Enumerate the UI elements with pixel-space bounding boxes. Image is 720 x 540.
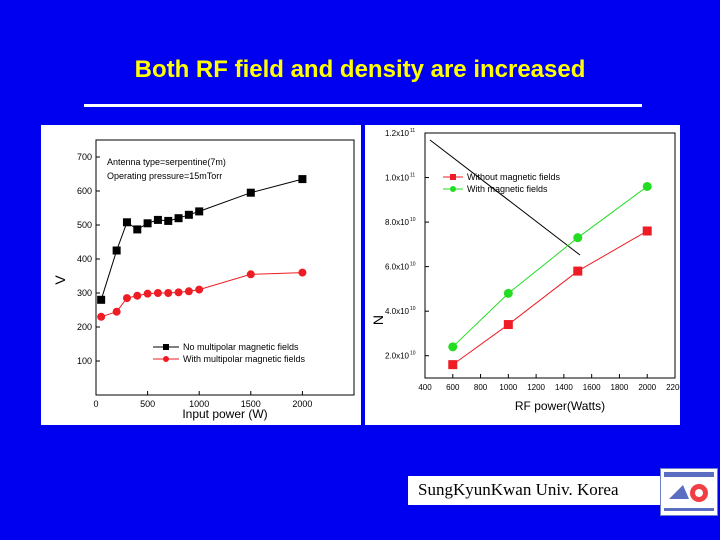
y-tick-exponent: 10 xyxy=(410,306,416,312)
data-point-0 xyxy=(97,295,106,304)
voltage-chart-panel: Antenna type=serpentine(7m) Operating pr… xyxy=(41,125,361,425)
x-tick-label: 1500 xyxy=(241,399,261,409)
series-line-0 xyxy=(100,178,303,300)
data-point-0 xyxy=(298,175,307,184)
plot-frame xyxy=(424,132,676,379)
voltage-vs-power-chart: Antenna type=serpentine(7m) Operating pr… xyxy=(52,139,355,421)
data-point-0 xyxy=(112,246,121,255)
y-tick-exponent: 10 xyxy=(410,262,416,268)
y-tick-label: 600 xyxy=(77,186,92,196)
legend-marker xyxy=(450,186,456,192)
annotation-pressure: Operating pressure=15mTorr xyxy=(107,171,222,181)
data-point-1 xyxy=(174,288,183,297)
data-point-1 xyxy=(164,289,173,297)
legend-marker xyxy=(450,174,456,180)
legend-label: Without magnetic fields xyxy=(467,172,561,182)
data-point-1 xyxy=(153,289,162,297)
data-point-1 xyxy=(97,312,106,321)
data-point-0 xyxy=(184,210,193,219)
x-tick-label: 400 xyxy=(418,383,432,392)
data-point-1 xyxy=(184,287,193,296)
x-tick-label: 600 xyxy=(446,383,460,392)
plot-frame xyxy=(95,139,355,396)
legend-marker xyxy=(163,344,169,350)
y-tick-label: 1.0x10 xyxy=(385,174,410,183)
y-tick-exponent: 11 xyxy=(410,128,415,134)
university-footer: SungKyunKwan Univ. Korea xyxy=(408,476,686,505)
data-point-0 xyxy=(448,360,458,370)
data-point-1 xyxy=(246,270,255,279)
data-point-1 xyxy=(642,181,652,191)
data-point-0 xyxy=(143,219,152,228)
density-chart-panel: RF power(Watts) N 400 600 800 1000 1200 1400 1… xyxy=(365,125,684,425)
data-point-0 xyxy=(246,188,255,197)
x-tick-label: 2200 xyxy=(666,383,680,392)
data-point-1 xyxy=(122,294,131,303)
data-point-1 xyxy=(298,268,307,277)
data-point-0 xyxy=(164,216,173,225)
y-tick-exponent: 10 xyxy=(410,351,416,357)
slide-title: Both RF field and density are increased xyxy=(134,56,586,83)
x-tick-label: 500 xyxy=(140,399,155,409)
legend-label: No multipolar magnetic fields xyxy=(183,342,299,352)
y-tick-label: 2.0x10 xyxy=(385,352,410,361)
data-point-0 xyxy=(195,207,204,216)
y-tick-label: 1.2x10 xyxy=(385,129,410,138)
y-tick-label: 4.0x10 xyxy=(385,307,410,316)
x-tick-label: 1000 xyxy=(499,383,517,392)
data-point-1 xyxy=(112,307,121,316)
university-logo xyxy=(660,468,718,516)
y-tick-label: 6.0x10 xyxy=(385,263,410,272)
x-tick-label: 1000 xyxy=(189,399,209,409)
data-point-0 xyxy=(573,266,583,276)
y-tick-label: 500 xyxy=(77,220,92,230)
y-tick-label: 8.0x10 xyxy=(385,218,410,227)
annotation-antenna: Antenna type=serpentine(7m) xyxy=(107,157,226,167)
y-axis-label: V xyxy=(52,275,68,285)
x-tick-label: 0 xyxy=(93,399,98,409)
legend-label: With multipolar magnetic fields xyxy=(183,354,306,364)
data-point-0 xyxy=(122,218,131,227)
x-tick-label: 1800 xyxy=(611,383,629,392)
data-point-0 xyxy=(153,215,162,224)
y-tick-label: 700 xyxy=(77,152,92,162)
x-tick-label: 1600 xyxy=(583,383,601,392)
university-name: SungKyunKwan Univ. Korea xyxy=(418,480,619,499)
series-line-1 xyxy=(101,272,303,318)
x-tick-label: 1200 xyxy=(527,383,545,392)
data-point-0 xyxy=(503,320,513,330)
y-axis-label: N xyxy=(370,315,386,325)
x-axis-label: Input power (W) xyxy=(182,407,267,421)
series-line-0 xyxy=(452,230,648,366)
y-tick-exponent: 11 xyxy=(410,173,415,179)
annotation-arrow-line xyxy=(429,139,581,256)
data-point-1 xyxy=(195,285,204,294)
data-point-1 xyxy=(143,289,152,298)
title-underline xyxy=(84,104,642,107)
data-point-0 xyxy=(133,225,142,234)
legend-marker xyxy=(163,356,169,362)
y-tick-label: 400 xyxy=(77,254,92,264)
density-vs-power-chart: RF power(Watts) N 400 600 800 1000 1200 1400 1… xyxy=(370,128,684,413)
data-point-1 xyxy=(573,233,583,243)
data-point-1 xyxy=(503,288,513,298)
data-point-0 xyxy=(642,226,652,236)
x-tick-label: 800 xyxy=(474,383,488,392)
y-tick-label: 100 xyxy=(77,356,92,366)
x-tick-label: 2000 xyxy=(292,399,312,409)
logo-bottom-bar xyxy=(664,508,714,511)
legend-label: With magnetic fields xyxy=(467,184,548,194)
y-tick-label: 200 xyxy=(77,322,92,332)
series-line-1 xyxy=(452,186,648,348)
x-axis-label: RF power(Watts) xyxy=(515,399,605,413)
y-tick-label: 300 xyxy=(77,288,92,298)
x-tick-label: 1400 xyxy=(555,383,573,392)
logo-emblem-icon xyxy=(669,484,708,502)
y-tick-exponent: 10 xyxy=(410,217,416,223)
logo-top-bar xyxy=(664,472,714,477)
x-tick-label: 2000 xyxy=(638,383,656,392)
data-point-0 xyxy=(174,214,183,223)
data-point-1 xyxy=(133,291,142,300)
data-point-1 xyxy=(448,342,458,352)
